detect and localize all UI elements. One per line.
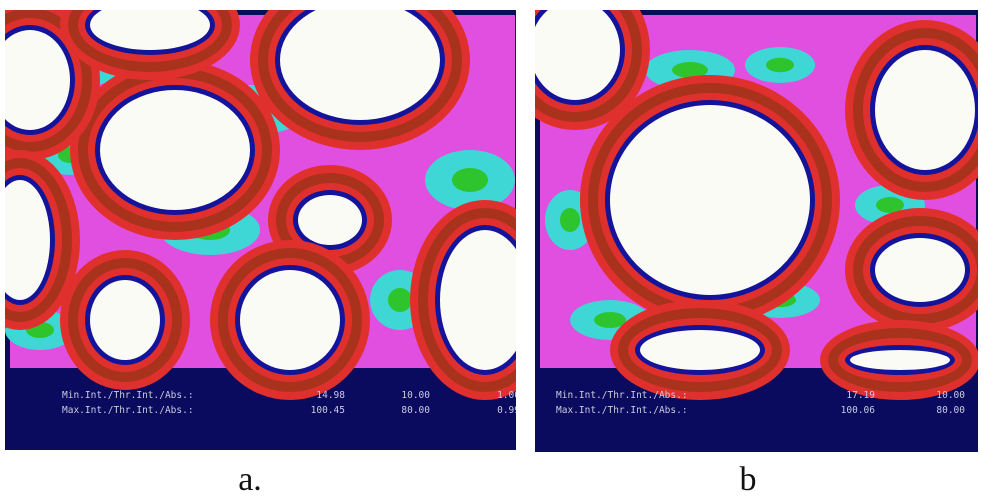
- green-patch: [560, 208, 580, 232]
- pore: [280, 0, 440, 120]
- pore: [850, 350, 950, 370]
- pore: [875, 238, 965, 302]
- pore: [90, 280, 160, 360]
- figure: Min.Int./Thr.Int./Abs.: 14.98 10.00 1.00 Max…: [0, 0, 981, 497]
- readout-caption: Max.Int./Thr.Int./Abs.:: [62, 405, 194, 416]
- readout-value: 10.00: [401, 390, 430, 401]
- green-patch: [766, 58, 794, 72]
- readout-value: 100.45: [311, 405, 345, 416]
- readout-value: 80.00: [936, 405, 965, 416]
- readout-caption: Min.Int./Thr.Int./Abs.:: [62, 390, 194, 401]
- pore: [440, 230, 530, 370]
- readout-caption: Min.Int./Thr.Int./Abs.:: [556, 390, 688, 401]
- readout-value: 80.00: [401, 405, 430, 416]
- green-patch: [452, 168, 488, 192]
- panel-a: Min.Int./Thr.Int./Abs.: 14.98 10.00 1.00 Max…: [0, 0, 560, 450]
- green-patch: [594, 312, 626, 328]
- readout-value: 17.19: [846, 390, 875, 401]
- readout-caption: Max.Int./Thr.Int./Abs.:: [556, 405, 688, 416]
- pore: [298, 195, 362, 245]
- panel-label: a.: [238, 461, 262, 497]
- panel-b: Min.Int./Thr.Int./Abs.: 17.19 10.00 Max.Int…: [500, 0, 981, 452]
- green-patch: [388, 288, 412, 312]
- readout-value: 14.98: [316, 390, 345, 401]
- readout-value: 0.99: [497, 405, 520, 416]
- pore: [640, 330, 760, 370]
- pore: [240, 270, 340, 370]
- pore: [530, 0, 620, 100]
- readout-value: 1.00: [497, 390, 520, 401]
- pore: [100, 90, 250, 210]
- panel-label: b: [740, 461, 757, 497]
- readout-value: 10.00: [936, 390, 965, 401]
- pore: [610, 105, 810, 295]
- pore: [90, 0, 210, 50]
- readout-value: 100.06: [841, 405, 876, 416]
- pore: [875, 50, 975, 170]
